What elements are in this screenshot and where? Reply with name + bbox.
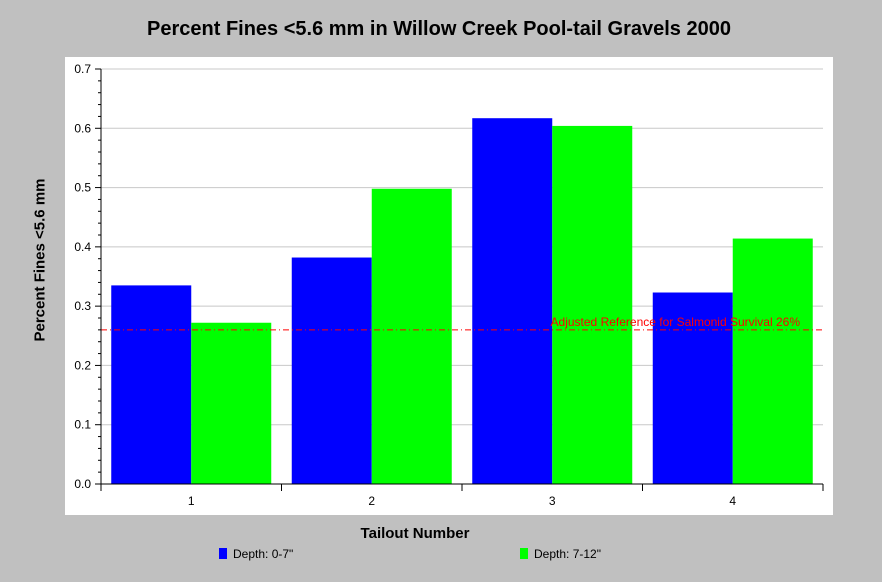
- y-tick-label: 0.1: [74, 418, 91, 432]
- x-tick-label: 2: [368, 494, 375, 508]
- chart-title: Percent Fines <5.6 mm in Willow Creek Po…: [147, 18, 731, 40]
- bar-depth-0-7: [652, 292, 733, 484]
- y-tick-label: 0.4: [74, 240, 91, 254]
- legend-item-depth-0-7: Depth: 0-7": [219, 547, 293, 561]
- x-tick-label: 3: [549, 494, 556, 508]
- bar-depth-0-7: [291, 257, 372, 484]
- y-tick-label: 0.7: [74, 62, 91, 76]
- x-tick-label: 4: [729, 494, 736, 508]
- bar-depth-7-12: [552, 125, 633, 485]
- y-tick-label: 0.2: [74, 358, 91, 372]
- y-tick-label: 0.5: [74, 181, 91, 195]
- bar-depth-7-12: [191, 322, 272, 484]
- legend-label-depth-0-7: Depth: 0-7": [233, 547, 294, 561]
- y-tick-label: 0.3: [74, 299, 91, 313]
- x-tick-label: 1: [188, 494, 195, 508]
- y-tick-label: 0.6: [74, 121, 91, 135]
- bar-depth-0-7: [472, 118, 553, 484]
- legend-swatch-depth-0-7: [219, 548, 227, 559]
- legend-swatch-depth-7-12: [520, 548, 528, 559]
- legend-label-depth-7-12: Depth: 7-12": [534, 547, 601, 561]
- legend-item-depth-7-12: Depth: 7-12": [520, 547, 601, 561]
- bar-depth-0-7: [111, 285, 192, 484]
- y-tick-label: 0.0: [74, 477, 91, 491]
- bar-depth-7-12: [371, 188, 452, 484]
- x-axis-label: Tailout Number: [360, 525, 470, 542]
- reference-line-label: Adjusted Reference for Salmonid Survival…: [551, 315, 801, 329]
- bar-depth-7-12: [732, 238, 813, 484]
